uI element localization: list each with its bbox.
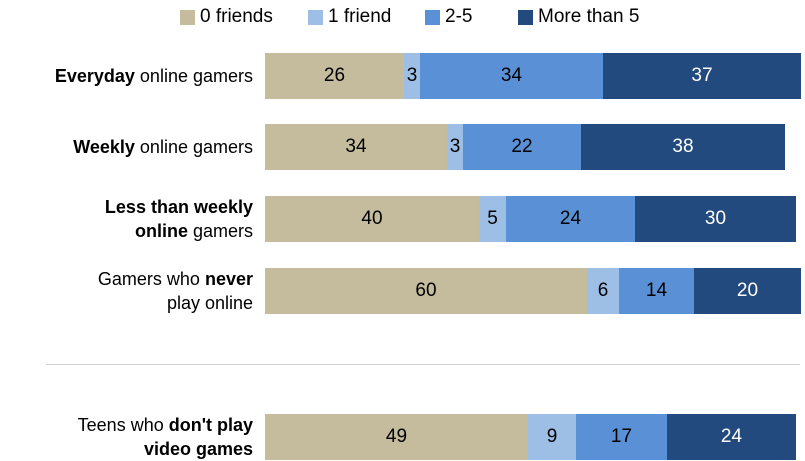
data-label: 60 [415, 280, 437, 301]
bar-segment: 49 [265, 414, 528, 460]
bar-segment: 6 [587, 268, 619, 314]
bar-segment: 34 [265, 124, 447, 170]
group-divider [46, 364, 800, 365]
category-label: Teens who don't play video games [78, 413, 253, 461]
data-label: 9 [546, 426, 558, 447]
legend-item: More than 5 [518, 6, 639, 28]
legend-label: More than 5 [538, 6, 640, 27]
bar-segment: 3 [447, 124, 463, 170]
legend-swatch [425, 9, 440, 25]
legend-item: 0 friends [180, 6, 273, 28]
data-label: 34 [500, 65, 523, 86]
data-label: 30 [704, 208, 727, 229]
bar-segment: 30 [635, 196, 796, 242]
bar-segment: 14 [619, 268, 694, 314]
category-label-part: online gamers [134, 137, 253, 157]
category-label-part: video games [143, 439, 253, 459]
category-label-part: Gamers who [97, 269, 205, 289]
data-label: 24 [720, 426, 743, 447]
bar-segment: 60 [265, 268, 587, 314]
legend-label: 1 friend [328, 6, 392, 27]
bar-segment: 26 [265, 53, 404, 99]
legend-swatch [180, 9, 195, 25]
category-label: Less than weekly online gamers [105, 195, 253, 243]
category-label-part: gamers [187, 221, 253, 241]
category-label: Everyday online gamers [55, 64, 253, 88]
category-label-part: Everyday [54, 66, 135, 86]
data-label: 5 [487, 208, 498, 229]
data-label: 40 [361, 208, 383, 229]
bar-segment: 38 [581, 124, 785, 170]
data-label: 14 [645, 280, 668, 301]
data-label: 6 [597, 280, 609, 301]
data-label: 20 [736, 280, 759, 301]
legend-item: 2-5 [425, 6, 472, 28]
bar-segment: 24 [667, 414, 796, 460]
category-label-part: online gamers [134, 66, 253, 86]
category-label: Gamers who never play online [98, 267, 253, 315]
bar-segment: 5 [479, 196, 506, 242]
bar-segment: 20 [694, 268, 801, 314]
legend-label: 0 friends [200, 6, 273, 27]
category-label-part: don't play [168, 415, 253, 435]
category-label-part: Teens who [77, 415, 169, 435]
bar-segment: 9 [528, 414, 576, 460]
data-label: 22 [511, 136, 533, 157]
category-label-part: Less than weekly [104, 197, 253, 217]
bar-segment: 34 [420, 53, 603, 99]
data-label: 37 [691, 65, 713, 86]
data-label: 3 [449, 136, 461, 157]
data-label: 17 [610, 426, 633, 447]
data-label: 38 [672, 136, 694, 157]
data-label: 34 [345, 136, 367, 157]
bar-segment: 24 [506, 196, 635, 242]
category-label-part: play online [166, 293, 253, 313]
bar-segment: 40 [265, 196, 479, 242]
data-label: 26 [323, 65, 346, 86]
category-label-part: online [134, 221, 188, 241]
legend-swatch [518, 9, 533, 25]
bar-segment: 3 [404, 53, 420, 99]
category-label-part: never [204, 269, 253, 289]
bar-segment: 17 [576, 414, 667, 460]
category-label-part: Weekly [73, 137, 135, 157]
bar-segment: 37 [603, 53, 801, 99]
legend-label: 2-5 [445, 6, 473, 27]
bar-segment: 22 [463, 124, 581, 170]
legend-swatch [308, 9, 323, 25]
legend-item: 1 friend [308, 6, 391, 28]
data-label: 24 [559, 208, 582, 229]
category-label: Weekly online gamers [73, 135, 253, 159]
data-label: 49 [385, 426, 408, 447]
legend: 0 friends 1 friend 2-5 More than 5 [0, 6, 805, 32]
data-label: 3 [406, 65, 418, 86]
